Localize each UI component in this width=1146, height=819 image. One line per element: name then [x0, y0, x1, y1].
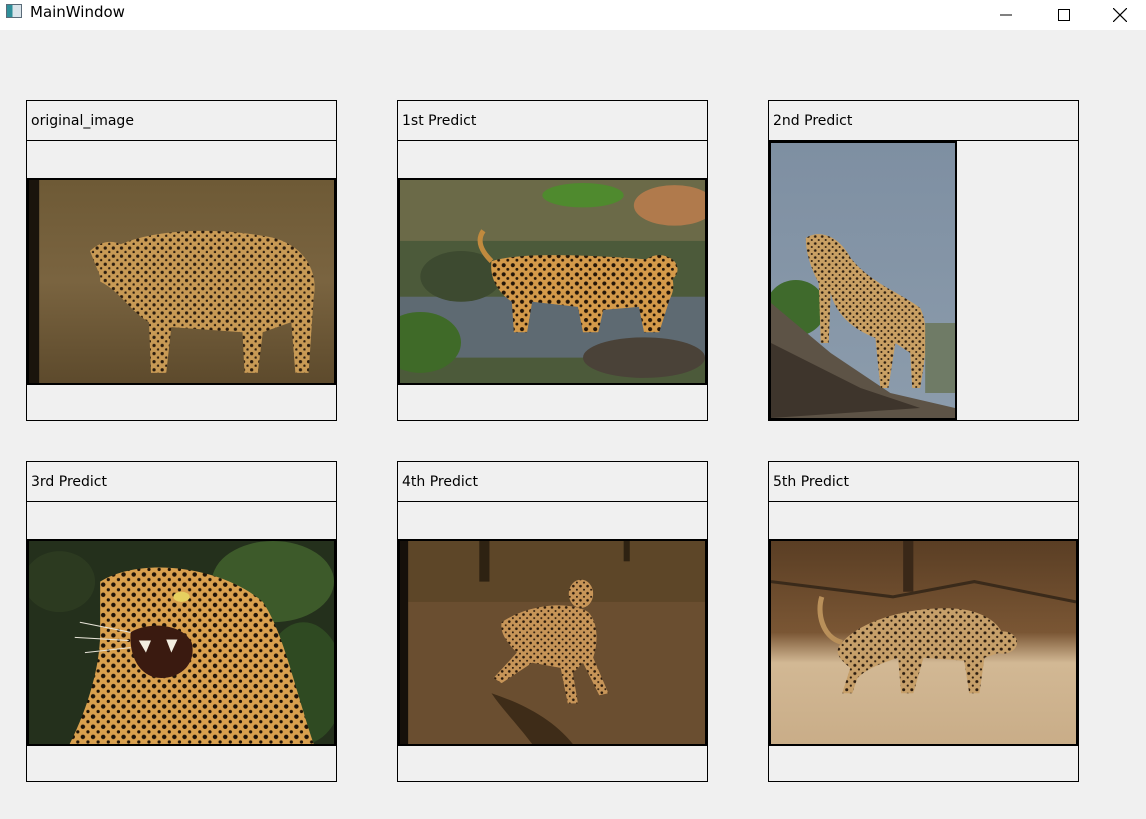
panel-label: original_image	[27, 101, 336, 141]
cheetah-on-rock-photo	[769, 141, 957, 420]
image-area	[27, 502, 336, 781]
panel-original-image: original_image	[26, 100, 337, 421]
minimize-button[interactable]	[977, 0, 1035, 30]
panel-5th-predict: 5th Predict	[768, 461, 1079, 782]
image-area	[27, 141, 336, 420]
cheetah-photo	[27, 178, 336, 385]
image-area	[398, 141, 707, 420]
window-title: MainWindow	[30, 3, 125, 21]
maximize-button[interactable]	[1035, 0, 1093, 30]
close-button[interactable]	[1093, 0, 1146, 30]
panel-1st-predict: 1st Predict	[397, 100, 708, 421]
leopard-walking-photo	[769, 539, 1078, 746]
panel-label: 2nd Predict	[769, 101, 1078, 141]
maximize-icon	[1058, 9, 1070, 21]
image-area	[769, 141, 1078, 420]
panel-label: 5th Predict	[769, 462, 1078, 502]
panel-3rd-predict: 3rd Predict	[26, 461, 337, 782]
title-bar: MainWindow	[0, 0, 1146, 30]
cheetah-running-photo	[398, 539, 707, 746]
panel-label: 3rd Predict	[27, 462, 336, 502]
panel-label: 1st Predict	[398, 101, 707, 141]
panel-label: 4th Predict	[398, 462, 707, 502]
jaguar-roaring-photo	[27, 539, 336, 746]
panel-2nd-predict: 2nd Predict	[768, 100, 1079, 421]
image-area	[769, 502, 1078, 781]
close-icon	[1112, 8, 1127, 22]
app-icon[interactable]	[6, 4, 22, 18]
jaguar-in-stream-photo	[398, 178, 707, 385]
panel-4th-predict: 4th Predict	[397, 461, 708, 782]
minimize-icon	[1000, 14, 1012, 16]
image-area	[398, 502, 707, 781]
